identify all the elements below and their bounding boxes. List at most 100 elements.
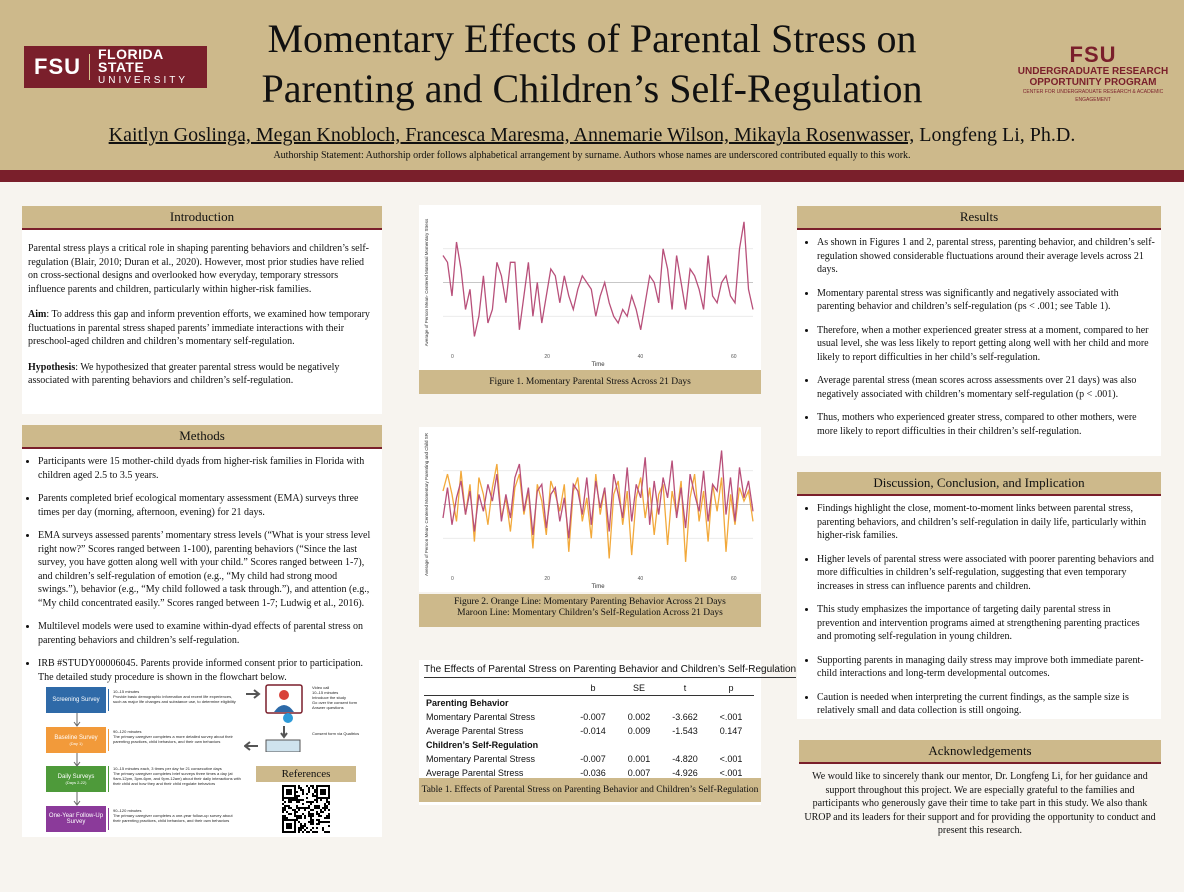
qr-module (282, 803, 284, 805)
qr-module (310, 821, 312, 823)
qr-module (302, 813, 304, 815)
qr-module (316, 799, 318, 801)
qr-module (324, 805, 326, 807)
aim-paragraph: Aim: To address this gap and inform prev… (28, 308, 376, 349)
person-body-icon (274, 705, 294, 712)
methods-list: Participants were 15 mother-child dyads … (22, 455, 378, 684)
qr-module (312, 827, 314, 829)
qr-module (292, 809, 294, 811)
aim-label: Aim (28, 309, 47, 320)
qr-module (324, 817, 326, 819)
qr-module (290, 799, 292, 801)
urop-logo-line2: OPPORTUNITY PROGRAM (1029, 77, 1157, 88)
qr-module (282, 815, 284, 817)
qr-module (322, 811, 324, 813)
table1-title: The Effects of Parental Stress on Parent… (424, 664, 797, 678)
qr-module (296, 811, 298, 813)
table-cell: -4.926 (672, 768, 698, 778)
qr-module (296, 801, 298, 803)
qr-module (296, 805, 298, 807)
qr-module (318, 815, 320, 817)
results-bullet: Momentary parental stress was significan… (817, 287, 1155, 314)
qr-module (310, 813, 312, 815)
references-qr-code[interactable] (282, 785, 330, 833)
y-axis-label: Average of Person Mean- Centered Materna… (424, 218, 429, 346)
qr-module (316, 831, 318, 833)
qr-module (318, 823, 320, 825)
qr-module (300, 823, 302, 825)
flow-step-label: Baseline Survey (54, 734, 98, 741)
references-label: References (256, 766, 356, 782)
qr-finder-center (320, 789, 326, 795)
acknowledgements-text: We would like to sincerely thank our men… (804, 771, 1156, 836)
qr-module (328, 803, 330, 805)
discussion-bullet: Caution is needed when interpreting the … (817, 691, 1155, 718)
qr-module (312, 793, 314, 795)
qr-module (302, 827, 304, 829)
flow-step-daily: Daily Surveys (Days 2-22) (46, 766, 106, 792)
qr-module (308, 805, 310, 807)
qr-module (294, 809, 296, 811)
table-cell: 0.147 (719, 726, 743, 736)
qr-module (314, 805, 316, 807)
qr-module (298, 829, 300, 831)
table1-caption: Table 1. Effects of Parental Stress on P… (419, 778, 761, 802)
x-tick-label: 0 (451, 576, 454, 582)
arrow-left-icon (244, 741, 258, 751)
qr-module (298, 801, 300, 803)
authorship-statement: Authorship Statement: Authorship order f… (273, 150, 911, 161)
qr-module (312, 819, 314, 821)
table-cell: <.001 (719, 712, 743, 722)
introduction-body: Parental stress plays a critical role in… (28, 242, 376, 388)
x-tick-label: 0 (451, 354, 454, 360)
table-cell: <.001 (719, 768, 743, 778)
table-row: Momentary Parental Stress -0.007 0.002 -… (424, 710, 754, 724)
discussion-bullet: Supporting parents in managing daily str… (817, 654, 1155, 681)
qr-module (300, 787, 302, 789)
table-header-cell: p (728, 683, 734, 693)
qr-module (304, 815, 306, 817)
methods-heading: Methods (22, 425, 382, 449)
x-tick-label: 60 (731, 576, 737, 582)
qr-module (294, 799, 296, 801)
qr-module (314, 831, 316, 833)
flow-note-daily: 10–15 minutes each, 3 times per day for … (108, 766, 241, 792)
qr-module (290, 813, 292, 815)
introduction-panel (22, 206, 382, 414)
qr-module (294, 813, 296, 815)
title-line-2: Parenting and Children’s Self-Regulation (261, 66, 923, 111)
qr-module (312, 821, 314, 823)
qr-module (298, 807, 300, 809)
methods-bullet: Participants were 15 mother-child dyads … (38, 455, 378, 482)
methods-bullet: EMA surveys assessed parents’ momentary … (38, 529, 378, 610)
qr-finder (282, 785, 296, 799)
qr-module (306, 801, 308, 803)
qr-module (328, 815, 330, 817)
qr-module (284, 801, 286, 803)
qr-module (304, 823, 306, 825)
qr-module (318, 805, 320, 807)
fsu-logo-mark: FSU (24, 54, 90, 80)
header-divider (0, 170, 1184, 182)
qr-module (282, 817, 284, 819)
hypothesis-text: : We hypothesized that greater parental … (28, 361, 340, 387)
qr-finder-center (286, 789, 292, 795)
qr-module (310, 803, 312, 805)
qr-module (308, 813, 310, 815)
table1-grid: b SE t p Parenting Behavior Momentary Pa… (424, 681, 754, 781)
x-axis-label: Time (591, 584, 605, 590)
table-cell: -0.014 (580, 726, 606, 736)
qr-module (326, 831, 328, 833)
qr-module (326, 807, 328, 809)
table-header-cell: SE (632, 683, 645, 693)
qr-module (290, 801, 292, 803)
qr-module (300, 799, 302, 801)
table-cell: Momentary Parental Stress (426, 754, 536, 764)
qr-module (298, 795, 300, 797)
qr-module (322, 807, 324, 809)
qr-module (310, 785, 312, 787)
qr-module (316, 801, 318, 803)
discussion-heading: Discussion, Conclusion, and Implication (797, 472, 1161, 496)
flow-arrow-down-icon (73, 753, 81, 767)
qr-module (302, 831, 304, 833)
